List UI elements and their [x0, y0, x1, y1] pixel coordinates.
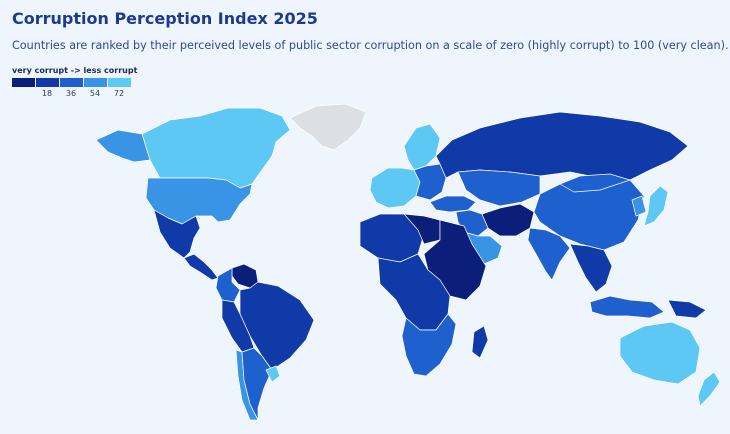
legend-ticks: 18 36 54 72 [12, 89, 134, 101]
region-madagascar[interactable] [471, 325, 489, 359]
legend-swatch-2 [36, 78, 59, 87]
legend-tick-4: 72 [113, 89, 125, 98]
region-eastern-europe[interactable] [413, 163, 447, 201]
region-western-europe[interactable] [369, 167, 421, 209]
region-central-asia[interactable] [457, 169, 541, 207]
region-mongolia[interactable] [559, 173, 631, 193]
region-colombia[interactable] [215, 267, 241, 303]
region-canada[interactable] [141, 107, 291, 189]
region-central-america[interactable] [183, 253, 219, 281]
region-scandinavia[interactable] [403, 123, 441, 171]
region-indonesia[interactable] [589, 295, 665, 319]
region-india[interactable] [527, 227, 571, 281]
region-uruguay[interactable] [265, 365, 281, 383]
region-korea[interactable] [631, 195, 647, 217]
color-legend: very corrupt -> less corrupt 18 36 54 72 [12, 66, 138, 101]
region-papua[interactable] [667, 299, 707, 319]
page-title: Corruption Perception Index 2025 [12, 9, 318, 28]
page-subtitle: Countries are ranked by their perceived … [12, 39, 729, 52]
region-iran-afghanistan[interactable] [481, 203, 535, 237]
legend-swatch-1 [12, 78, 35, 87]
region-mexico[interactable] [153, 209, 201, 259]
region-russia[interactable] [435, 111, 689, 181]
region-alaska[interactable] [95, 129, 151, 163]
region-australia[interactable] [619, 321, 701, 385]
region-southeast-asia[interactable] [569, 243, 613, 293]
region-southern-africa[interactable] [401, 313, 457, 377]
legend-swatch-5 [108, 78, 131, 87]
legend-swatch-3 [60, 78, 83, 87]
region-sahel-east-africa[interactable] [423, 219, 487, 301]
region-turkey[interactable] [429, 195, 477, 213]
legend-tick-2: 36 [65, 89, 77, 98]
legend-tick-3: 54 [89, 89, 101, 98]
region-new-zealand[interactable] [697, 371, 721, 407]
region-greenland[interactable] [289, 103, 367, 151]
region-venezuela[interactable] [231, 263, 259, 289]
region-japan[interactable] [643, 185, 669, 227]
legend-swatches [12, 78, 134, 87]
region-north-africa[interactable] [359, 213, 425, 263]
legend-tick-1: 18 [41, 89, 53, 98]
region-argentina[interactable] [241, 347, 273, 421]
legend-swatch-4 [84, 78, 107, 87]
legend-title: very corrupt -> less corrupt [12, 66, 138, 75]
